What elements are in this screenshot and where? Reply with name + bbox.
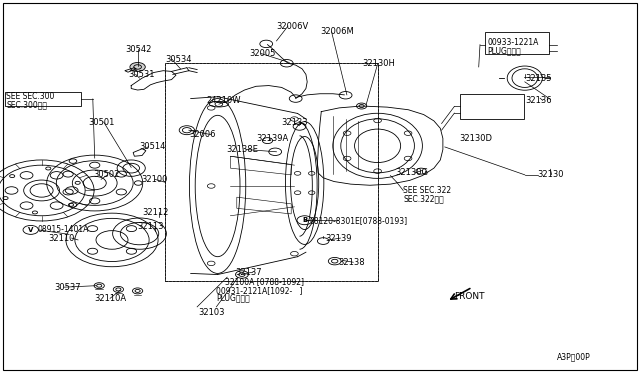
Text: 32138: 32138 xyxy=(338,258,365,267)
Text: 32100: 32100 xyxy=(141,175,167,184)
Text: FRONT: FRONT xyxy=(454,292,485,301)
Text: 30537: 30537 xyxy=(54,283,81,292)
Text: 32006M: 32006M xyxy=(320,27,354,36)
Text: 30514: 30514 xyxy=(140,142,166,151)
Text: 24210W: 24210W xyxy=(206,96,241,105)
Text: 32006V: 32006V xyxy=(276,22,308,31)
Text: 30502: 30502 xyxy=(93,170,119,179)
Text: 32130H: 32130H xyxy=(362,60,395,68)
Text: 32005: 32005 xyxy=(250,49,276,58)
Text: 32113: 32113 xyxy=(138,222,164,231)
Text: 32138E: 32138E xyxy=(226,145,258,154)
Bar xyxy=(5,92,81,106)
Text: SEC.300参照: SEC.300参照 xyxy=(6,100,47,109)
Text: 32133: 32133 xyxy=(282,118,308,127)
Bar xyxy=(485,32,549,54)
Text: PLUGプラグ: PLUGプラグ xyxy=(488,47,522,56)
Bar xyxy=(165,63,378,281)
Text: 32135: 32135 xyxy=(525,74,551,83)
Text: 32100A [0788-1092]: 32100A [0788-1092] xyxy=(225,278,304,286)
Text: 08120-8301E[0788-0193]: 08120-8301E[0788-0193] xyxy=(309,216,407,225)
Text: 30542: 30542 xyxy=(125,45,151,54)
Text: 32112: 32112 xyxy=(142,208,168,217)
Text: 30531: 30531 xyxy=(128,70,154,79)
Text: A3P＊00P: A3P＊00P xyxy=(557,353,591,362)
Bar xyxy=(165,63,378,281)
Text: 32137: 32137 xyxy=(236,268,262,277)
Bar xyxy=(460,94,524,119)
Text: 08915-1401A: 08915-1401A xyxy=(37,225,88,234)
Text: 32110A: 32110A xyxy=(95,294,127,303)
Text: 32136: 32136 xyxy=(525,96,552,105)
Text: 32130G: 32130G xyxy=(396,169,429,177)
Text: 32139A: 32139A xyxy=(256,134,288,143)
Text: SEE SEC.300: SEE SEC.300 xyxy=(6,92,55,101)
Text: 32139: 32139 xyxy=(325,234,351,243)
Text: 00933-1221A: 00933-1221A xyxy=(488,38,539,47)
Text: SEE SEC.322: SEE SEC.322 xyxy=(403,186,451,195)
Text: 32130D: 32130D xyxy=(460,134,493,143)
Text: 32110: 32110 xyxy=(48,234,74,243)
Text: 32130: 32130 xyxy=(538,170,564,179)
Text: 32103: 32103 xyxy=(198,308,225,317)
Text: 00931-2121A[1092-   ]: 00931-2121A[1092- ] xyxy=(216,286,303,295)
Text: V: V xyxy=(28,227,33,233)
Circle shape xyxy=(130,62,145,71)
Text: 30534: 30534 xyxy=(165,55,191,64)
Text: SEC.322参照: SEC.322参照 xyxy=(403,194,444,203)
Text: PLUGブラグ: PLUGブラグ xyxy=(216,294,250,303)
Text: 32006: 32006 xyxy=(189,130,215,139)
Text: B: B xyxy=(302,217,307,223)
Text: 30501: 30501 xyxy=(88,118,115,126)
